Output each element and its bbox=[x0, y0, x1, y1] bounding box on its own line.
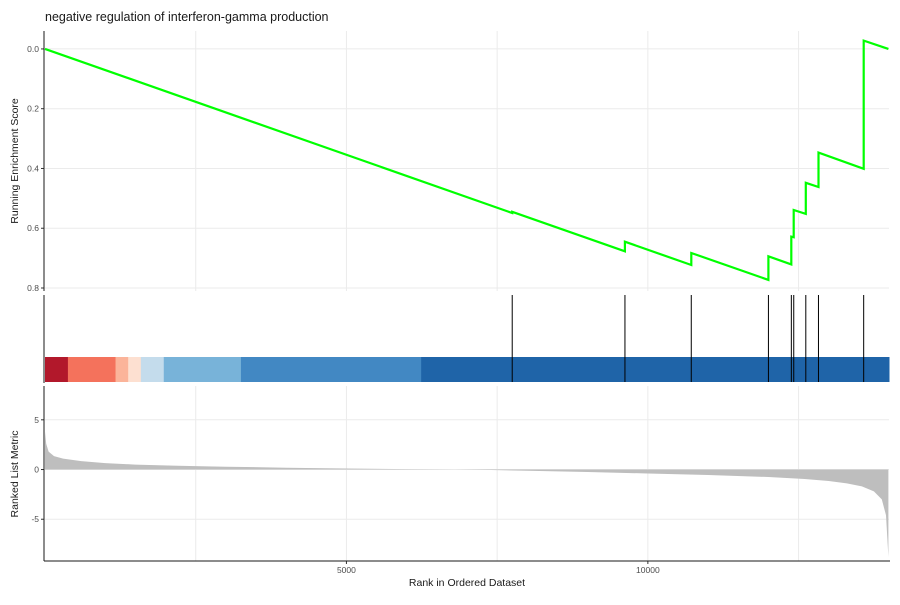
x-tick-label: 10000 bbox=[636, 565, 660, 575]
color-bar-segment bbox=[115, 357, 129, 382]
ranked-list-metric-area bbox=[45, 431, 889, 557]
x-axis-ticks: 5000 10000 bbox=[337, 561, 660, 575]
running-enrichment-line bbox=[44, 39, 889, 282]
color-bar-segment bbox=[240, 357, 422, 382]
color-bar-segment bbox=[421, 357, 890, 382]
gene-rank-color-bar bbox=[45, 357, 890, 382]
x-tick-label: 5000 bbox=[337, 565, 356, 575]
running-enrichment-y-ticks: 0.0 0.2 0.4 0.6 0.8 bbox=[27, 44, 44, 293]
color-bar-segment bbox=[163, 357, 242, 382]
chart-title: negative regulation of interferon-gamma … bbox=[45, 10, 329, 24]
running-enrichment-ylabel: Running Enrichment Score bbox=[9, 98, 21, 224]
color-bar-segment bbox=[67, 357, 117, 382]
running-enrichment-grid bbox=[45, 31, 889, 291]
ranked-list-ytick-label: -5 bbox=[31, 514, 39, 524]
color-bar-segment bbox=[140, 357, 165, 382]
running-enrichment-ytick-label: 0.2 bbox=[27, 104, 39, 114]
running-enrichment-panel: 0.0 0.2 0.4 0.6 0.8 Running Enrichment Score bbox=[9, 31, 889, 293]
ranked-list-y-ticks: 5 0 -5 bbox=[31, 415, 44, 524]
color-bar-segment bbox=[128, 357, 142, 382]
x-axis-label: Rank in Ordered Dataset bbox=[409, 577, 525, 589]
running-enrichment-ytick-label: 0.4 bbox=[27, 163, 39, 173]
gene-hit-markers bbox=[511, 295, 865, 382]
ranked-list-ytick-label: 0 bbox=[34, 465, 39, 475]
ranked-list-ytick-label: 5 bbox=[34, 415, 39, 425]
ranked-list-ylabel: Ranked List Metric bbox=[9, 431, 21, 518]
running-enrichment-ytick-label: 0.6 bbox=[27, 223, 39, 233]
gene-hits-panel bbox=[43, 295, 890, 383]
running-enrichment-ytick-label: 0.0 bbox=[27, 44, 39, 54]
ranked-list-panel: 5 0 -5 5000 10000 Ranked List Metric Rank i… bbox=[9, 386, 890, 589]
color-bar-segment bbox=[45, 357, 69, 382]
running-enrichment-ytick-label: 0.8 bbox=[27, 283, 39, 293]
